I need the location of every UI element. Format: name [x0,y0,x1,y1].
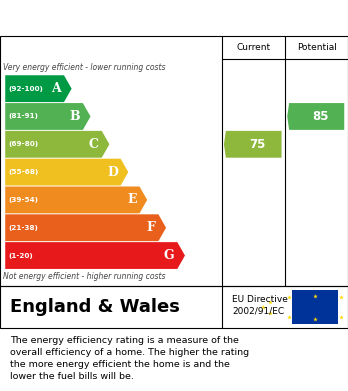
Text: EU Directive
2002/91/EC: EU Directive 2002/91/EC [232,295,288,316]
Text: (92-100): (92-100) [8,86,43,91]
Text: Very energy efficient - lower running costs: Very energy efficient - lower running co… [3,63,166,72]
Text: Energy Efficiency Rating: Energy Efficiency Rating [10,11,220,25]
Text: B: B [70,110,80,123]
Polygon shape [5,131,109,158]
Text: A: A [52,82,61,95]
Text: E: E [127,194,137,206]
Text: The energy efficiency rating is a measure of the
overall efficiency of a home. T: The energy efficiency rating is a measur… [10,336,250,381]
Text: C: C [89,138,99,151]
Text: (81-91): (81-91) [8,113,38,120]
Text: 75: 75 [249,138,266,151]
Bar [292,291,338,324]
Polygon shape [5,187,147,213]
Text: (69-80): (69-80) [8,141,38,147]
Polygon shape [5,159,128,185]
Polygon shape [287,103,344,130]
Polygon shape [5,75,72,102]
Polygon shape [5,214,166,241]
Text: Potential: Potential [297,43,337,52]
Text: Not energy efficient - higher running costs: Not energy efficient - higher running co… [3,272,166,281]
Text: 85: 85 [312,110,329,123]
Text: D: D [107,166,118,179]
Text: (39-54): (39-54) [8,197,38,203]
Polygon shape [224,131,282,158]
Text: Current: Current [237,43,271,52]
Text: (1-20): (1-20) [8,253,33,258]
Text: (21-38): (21-38) [8,225,38,231]
Text: G: G [164,249,174,262]
Polygon shape [5,103,90,130]
Text: England & Wales: England & Wales [10,298,180,316]
Text: (55-68): (55-68) [8,169,38,175]
Text: F: F [147,221,156,234]
Polygon shape [5,242,185,269]
